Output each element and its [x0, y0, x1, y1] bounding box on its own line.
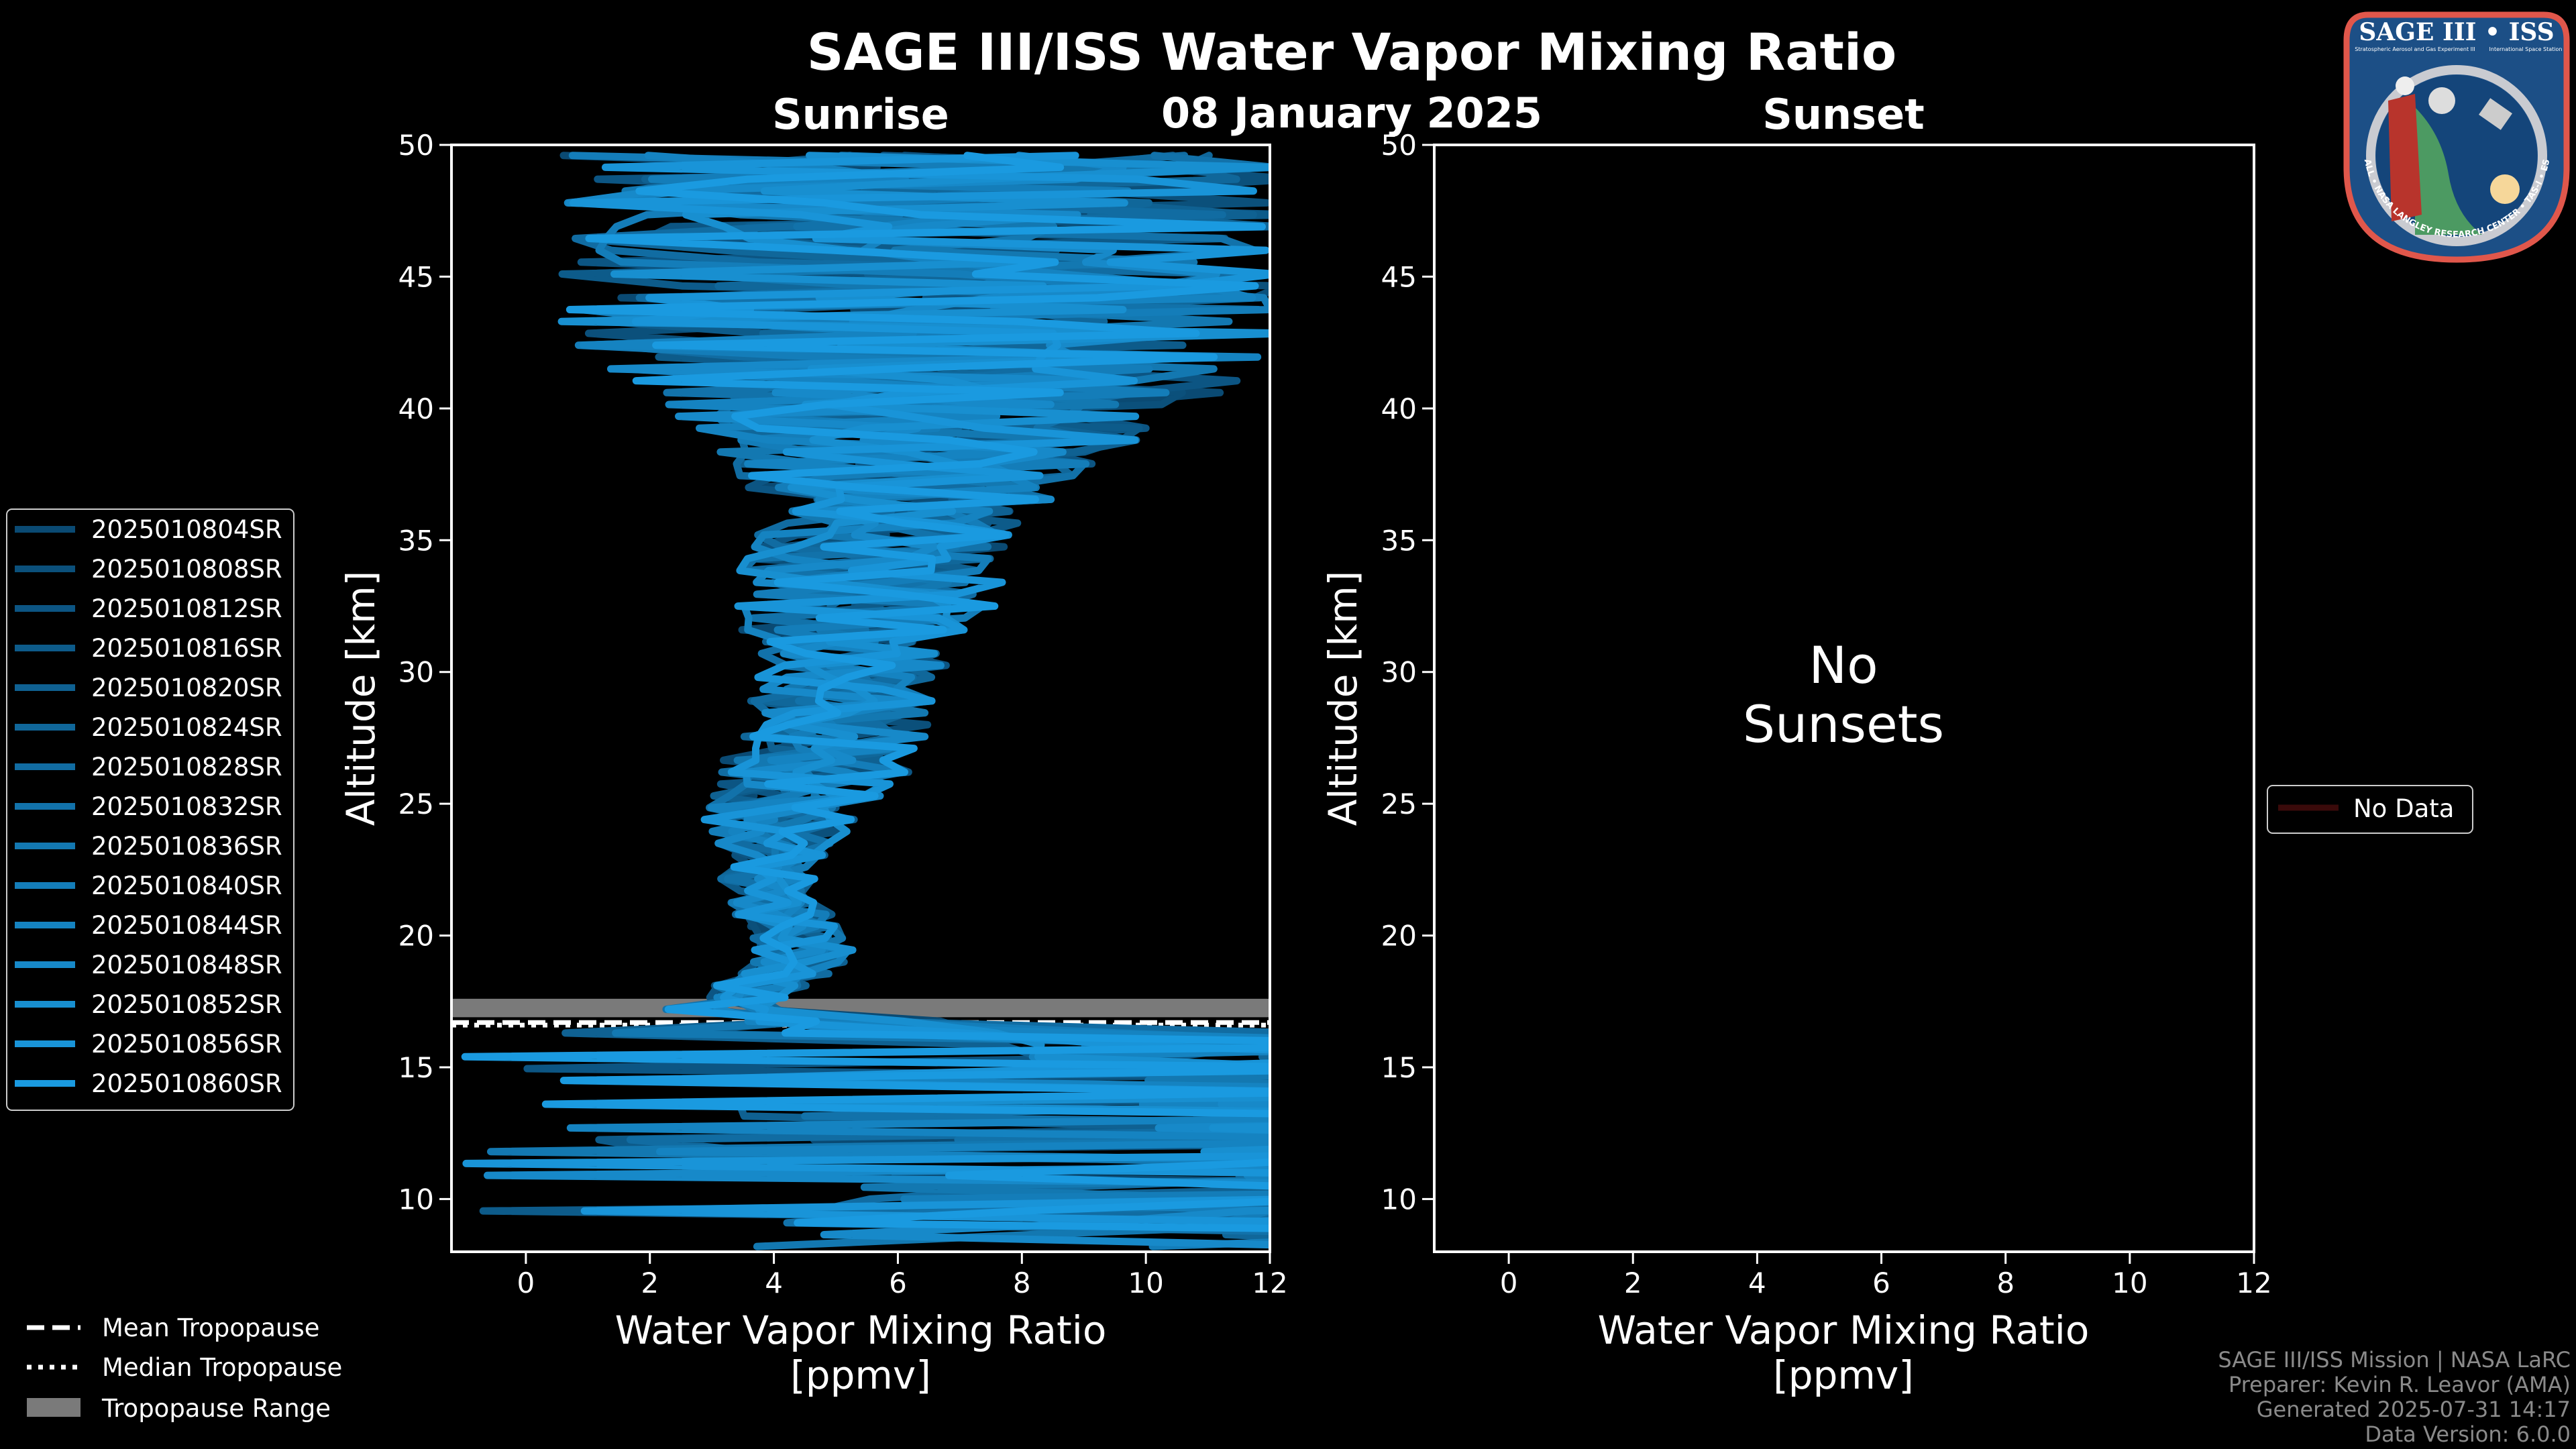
no-sunsets-line2: Sunsets	[1743, 694, 1944, 754]
sunset-axes: 0 2 4 6 8 10 12 10 15 20 25 30 35 40 45 50 No Sunsets W…	[1320, 129, 2473, 1398]
legend-label: 2025010840SR	[91, 871, 282, 900]
legend-item: 2025010820SR	[15, 674, 282, 702]
sunset-xtick-label: 6	[1872, 1267, 1890, 1299]
sunrise-axes-frame	[450, 144, 1271, 1253]
sunrise-xtick-label: 8	[1013, 1267, 1031, 1299]
legend-label: 2025010824SR	[91, 713, 282, 742]
no-data-legend: No Data	[2267, 785, 2473, 834]
sunrise-xtick-label: 2	[641, 1267, 659, 1299]
no-sunsets-line1: No	[1809, 635, 1878, 695]
sunrise-xtick-label: 0	[517, 1267, 535, 1299]
sunrise-xtick-label: 12	[1252, 1267, 1287, 1299]
legend-item: 2025010808SR	[15, 555, 282, 584]
sunset-xtick-label: 10	[2112, 1267, 2147, 1299]
legend-item: 2025010840SR	[15, 871, 282, 900]
legend-item: 2025010828SR	[15, 753, 282, 782]
logo-right-caption: International Space Station	[2489, 46, 2563, 52]
sunset-ytick-label: 25	[1381, 788, 1417, 820]
legend-item: 2025010832SR	[15, 792, 282, 821]
sunrise-ytick-label: 40	[398, 392, 434, 425]
sunset-ytick-label: 10	[1381, 1183, 1417, 1216]
profile-lines	[461, 152, 1270, 1250]
legend-label: 2025010856SR	[91, 1030, 282, 1059]
sunrise-ytick-label: 45	[398, 260, 434, 293]
legend-label: 2025010844SR	[91, 911, 282, 940]
sunrise-ytick-label: 25	[398, 788, 434, 820]
median-tropopause-label: Median Tropopause	[102, 1353, 342, 1382]
sunrise-xlabel-units: [ppmv]	[790, 1352, 931, 1398]
legend-label: 2025010836SR	[91, 832, 282, 861]
legend-label: 2025010828SR	[91, 753, 282, 782]
legend-item: 2025010804SR	[15, 515, 282, 544]
footer-preparer: Preparer: Kevin R. Leavor (AMA)	[2229, 1372, 2571, 1397]
logo-left-caption: Stratospheric Aerosol and Gas Experiment…	[2355, 46, 2475, 52]
legend-label: 2025010848SR	[91, 951, 282, 979]
legend-label: 2025010852SR	[91, 990, 282, 1019]
sunrise-ytick-label: 50	[398, 129, 434, 162]
tropopause-range-label: Tropopause Range	[101, 1394, 331, 1423]
sunrise-ytick-label: 20	[398, 920, 434, 953]
sunrise-ylabel: Altitude [km]	[338, 571, 384, 826]
legend-label: 2025010804SR	[91, 515, 282, 544]
sunset-ylabel: Altitude [km]	[1320, 571, 1366, 826]
sunset-xlabel: Water Vapor Mixing Ratio	[1598, 1307, 2090, 1353]
footer-credits: SAGE III/ISS Mission | NASA LaRC Prepare…	[2218, 1347, 2571, 1447]
profile-2025010860SR	[461, 152, 1270, 1232]
legend-item: 2025010824SR	[15, 713, 282, 742]
legend-item: 2025010860SR	[15, 1069, 282, 1098]
sunrise-xlabel: Water Vapor Mixing Ratio	[615, 1307, 1107, 1353]
footer-version: Data Version: 6.0.0	[2365, 1421, 2571, 1447]
sunrise-xtick-label: 4	[765, 1267, 783, 1299]
legend-item: 2025010812SR	[15, 594, 282, 623]
tropopause-range-swatch	[27, 1398, 80, 1417]
no-data-label: No Data	[2353, 794, 2454, 823]
legend-label: 2025010812SR	[91, 594, 282, 623]
footer-mission: SAGE III/ISS Mission | NASA LaRC	[2218, 1347, 2571, 1373]
legend-label: 2025010832SR	[91, 792, 282, 821]
sunrise-ytick-label: 10	[398, 1183, 434, 1216]
legend-item: 2025010852SR	[15, 990, 282, 1019]
legend-label: 2025010808SR	[91, 555, 282, 584]
sunset-xtick-label: 0	[1500, 1267, 1518, 1299]
series-legend: 2025010804SR 2025010808SR 2025010812SR 2025…	[6, 508, 294, 1111]
sunset-ytick-label: 45	[1381, 260, 1417, 293]
mean-tropopause-label: Mean Tropopause	[102, 1313, 320, 1342]
sunset-panel-title: Sunset	[1762, 90, 1925, 139]
sunrise-ytick-label: 15	[398, 1051, 434, 1084]
legend-item: 2025010816SR	[15, 634, 282, 663]
sunrise-panel-title: Sunrise	[772, 90, 949, 139]
sunset-xtick-label: 4	[1748, 1267, 1766, 1299]
legend-label: 2025010820SR	[91, 674, 282, 702]
sunrise-xtick-label: 6	[889, 1267, 907, 1299]
logo-title: SAGE III • ISS	[2359, 18, 2554, 46]
tropopause-legend: Mean Tropopause Median Tropopause Tropop…	[27, 1313, 342, 1423]
sunrise-axes: 0 2 4 6 8 10 12 10 15 20 25 30 35 40 45 50 Water Vapor …	[338, 129, 1288, 1398]
sunset-ytick-label: 20	[1381, 920, 1417, 953]
legend-item: 2025010844SR	[15, 911, 282, 940]
sunset-xtick-label: 2	[1624, 1267, 1642, 1299]
sunset-ytick-label: 35	[1381, 524, 1417, 557]
figure-title: SAGE III/ISS Water Vapor Mixing Ratio	[807, 22, 1897, 82]
sunset-ytick-label: 40	[1381, 392, 1417, 425]
sunset-ytick-label: 15	[1381, 1051, 1417, 1084]
sunrise-ytick-label: 35	[398, 524, 434, 557]
legend-item: 2025010848SR	[15, 951, 282, 979]
sunset-ytick-label: 30	[1381, 656, 1417, 689]
sunset-axes-frame	[1433, 144, 2255, 1253]
legend-item: 2025010856SR	[15, 1030, 282, 1059]
footer-generated: Generated 2025-07-31 14:17	[2257, 1397, 2571, 1422]
sunset-xtick-label: 8	[1996, 1267, 2015, 1299]
legend-label: 2025010860SR	[91, 1069, 282, 1098]
sunset-xtick-label: 12	[2236, 1267, 2271, 1299]
sunset-xlabel-units: [ppmv]	[1773, 1352, 1914, 1398]
sunset-ytick-label: 50	[1381, 129, 1417, 162]
sunrise-ytick-label: 30	[398, 656, 434, 689]
figure-date: 08 January 2025	[1161, 89, 1542, 138]
sunrise-xtick-label: 10	[1128, 1267, 1163, 1299]
legend-item: 2025010836SR	[15, 832, 282, 861]
legend-label: 2025010816SR	[91, 634, 282, 663]
